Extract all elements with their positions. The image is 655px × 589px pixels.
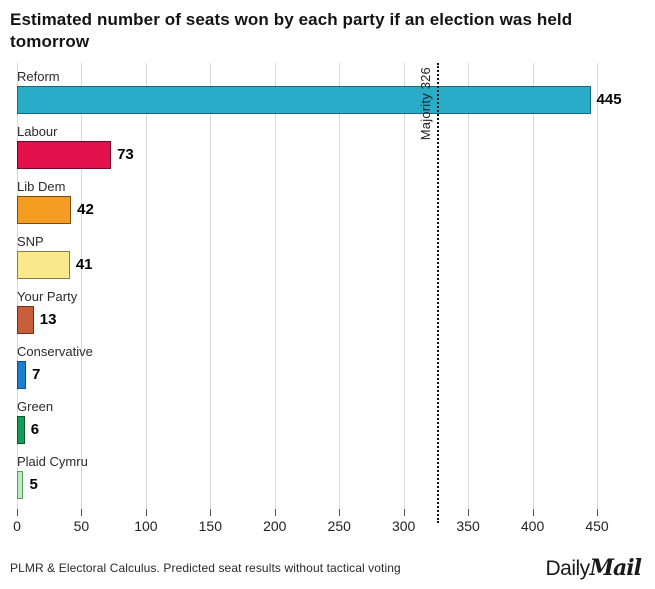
tick-mark <box>339 508 341 516</box>
category-label: Your Party <box>17 288 78 304</box>
tick-label: 200 <box>263 517 287 534</box>
gridline <box>339 62 341 509</box>
value-label: 42 <box>77 200 94 218</box>
tick-label: 400 <box>520 517 545 534</box>
tick-label: 100 <box>134 517 158 534</box>
bar-row: Your Party 13 <box>17 289 617 344</box>
tick-mark <box>17 508 18 516</box>
tick-mark <box>468 508 470 516</box>
bar-row: Lib Dem 42 <box>17 179 617 234</box>
bar-green <box>17 415 25 444</box>
tick-mark <box>403 508 405 516</box>
value-label: 7 <box>32 365 41 383</box>
gridline <box>274 62 276 509</box>
footer: PLMR & Electoral Calculus. Predicted sea… <box>0 555 655 581</box>
bar-track: 42 <box>17 195 617 224</box>
gridline <box>17 62 18 509</box>
gridline <box>597 62 598 509</box>
category-label: Green <box>17 398 54 414</box>
bar-row: Reform 445 <box>17 68 622 124</box>
gridline <box>468 62 470 509</box>
bar-row: Green 6 <box>17 399 617 454</box>
value-label: 445 <box>596 90 622 108</box>
category-label: Conservative <box>17 343 93 359</box>
bar-labour <box>17 140 112 169</box>
gridline <box>81 62 83 509</box>
category-label: Reform <box>17 68 60 84</box>
tick-label: 300 <box>391 517 416 534</box>
bar-reform <box>17 85 591 114</box>
logo-daily-text: Daily <box>545 557 590 580</box>
tick-label: 450 <box>585 517 609 534</box>
bar-snp <box>17 250 70 279</box>
tick-mark <box>597 508 598 516</box>
gridline <box>532 62 534 509</box>
majority-label: Majority 326 <box>418 66 434 141</box>
value-label: 5 <box>29 475 38 493</box>
category-label: Plaid Cymru <box>17 453 88 469</box>
category-label: Labour <box>17 123 58 139</box>
bar-row: Conservative 7 <box>17 344 617 399</box>
value-label: 41 <box>75 255 93 273</box>
tick-label: 350 <box>456 517 480 534</box>
bar-track: 7 <box>17 360 617 389</box>
tick-mark <box>210 508 212 516</box>
value-label: 13 <box>39 310 57 328</box>
logo-mail-text: Mail <box>589 555 642 581</box>
tick-label: 150 <box>198 517 223 534</box>
bar-your-party <box>17 305 34 334</box>
bar-track: 6 <box>17 415 617 444</box>
bar-row: SNP 41 <box>17 234 617 289</box>
bar-lib-dem <box>17 195 72 224</box>
source-note: PLMR & Electoral Calculus. Predicted sea… <box>10 561 401 575</box>
gridline <box>403 62 405 509</box>
bar-track: 5 <box>17 470 617 499</box>
tick-mark <box>532 508 534 516</box>
tick-mark <box>145 508 147 516</box>
chart-area: Majority 326 Reform 445 Labour 73 Lib Dem 42 SN… <box>13 62 637 537</box>
tick-mark <box>81 508 83 516</box>
bar-track: 445 <box>17 85 622 114</box>
bar-row: Plaid Cymru 5 <box>17 454 617 509</box>
bar-track: 73 <box>17 140 617 169</box>
chart-title: Estimated number of seats won by each pa… <box>10 10 573 52</box>
tick-label: 50 <box>73 517 90 534</box>
x-axis-labels: 0 50 100 150 200 250 300 350 400 450 <box>13 517 637 537</box>
category-label: Lib Dem <box>17 178 66 194</box>
x-axis-ticks <box>17 508 617 517</box>
bar-plaid-cymru <box>17 470 24 499</box>
chart-plot: Majority 326 Reform 445 Labour 73 Lib Dem 42 SN… <box>17 62 622 523</box>
gridline <box>210 62 212 509</box>
bar-track: 41 <box>17 250 617 279</box>
tick-label: 250 <box>327 517 351 534</box>
bar-track: 13 <box>17 305 617 334</box>
dailymail-logo: Daily Mail <box>545 555 642 581</box>
tick-mark <box>274 508 276 516</box>
value-label: 73 <box>117 145 134 163</box>
category-label: SNP <box>17 233 44 249</box>
bar-conservative <box>17 360 27 389</box>
value-label: 6 <box>30 420 40 438</box>
bar-row: Labour 73 <box>17 124 617 179</box>
gridline <box>145 62 147 509</box>
tick-label: 0 <box>13 517 21 534</box>
majority-line <box>437 62 440 523</box>
